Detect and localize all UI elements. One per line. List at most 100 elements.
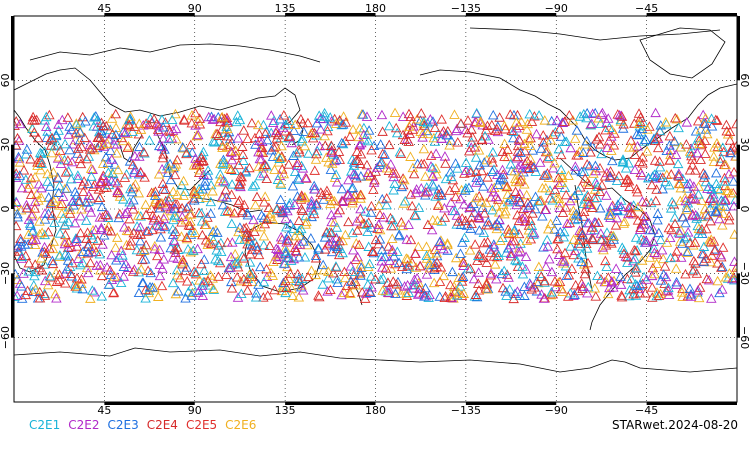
- border-segment: [104, 13, 195, 16]
- triangle-marker: [574, 111, 586, 121]
- triangle-marker: [466, 124, 477, 134]
- triangle-marker: [691, 268, 703, 278]
- triangle-marker: [587, 232, 598, 243]
- triangle-marker: [643, 172, 654, 183]
- triangle-marker: [102, 138, 113, 148]
- triangle-marker: [318, 194, 329, 204]
- triangle-marker: [169, 210, 180, 220]
- triangle-marker: [463, 182, 475, 192]
- triangle-marker: [559, 136, 571, 146]
- triangle-marker: [172, 253, 183, 263]
- triangle-marker: [357, 109, 369, 119]
- triangle-marker: [77, 111, 88, 122]
- triangle-marker: [71, 280, 83, 291]
- triangle-marker: [30, 284, 41, 294]
- triangle-marker: [362, 167, 374, 177]
- triangle-marker: [708, 198, 719, 208]
- triangle-marker: [619, 216, 630, 226]
- triangle-marker: [688, 255, 700, 266]
- triangle-marker: [71, 118, 82, 128]
- triangle-marker: [439, 292, 450, 303]
- triangle-marker: [460, 157, 472, 167]
- bottom-lon-label: −135: [451, 404, 481, 417]
- triangle-marker: [20, 148, 32, 159]
- triangle-marker: [669, 112, 681, 123]
- triangle-marker: [188, 192, 200, 203]
- triangle-marker: [409, 274, 420, 284]
- triangle-marker: [578, 211, 589, 221]
- triangle-marker: [717, 208, 729, 218]
- triangle-marker: [462, 127, 473, 138]
- triangle-marker: [366, 222, 377, 232]
- triangle-marker: [219, 113, 230, 124]
- triangle-marker: [664, 130, 676, 141]
- triangle-marker: [153, 169, 165, 179]
- triangle-marker: [254, 261, 266, 272]
- triangle-marker: [322, 272, 334, 283]
- triangle-marker: [226, 147, 237, 157]
- triangle-marker: [612, 109, 624, 119]
- right-lat-label: 60: [738, 73, 750, 87]
- triangle-marker: [502, 189, 513, 199]
- triangle-marker: [665, 203, 677, 213]
- triangle-marker: [585, 225, 597, 235]
- triangle-marker: [663, 222, 675, 233]
- triangle-marker: [267, 117, 279, 127]
- triangle-marker: [34, 229, 45, 239]
- triangle-marker: [576, 256, 587, 267]
- triangle-marker: [442, 239, 453, 250]
- triangle-marker: [337, 119, 349, 129]
- triangle-marker: [332, 207, 343, 218]
- triangle-marker: [690, 126, 702, 136]
- triangle-marker: [386, 233, 398, 243]
- triangle-marker: [622, 251, 633, 262]
- triangle-marker: [293, 292, 305, 302]
- triangle-marker: [29, 259, 41, 269]
- triangle-marker: [465, 167, 476, 177]
- triangle-marker: [74, 153, 86, 163]
- triangle-marker: [151, 250, 163, 261]
- triangle-marker: [669, 212, 681, 222]
- triangle-marker: [505, 192, 517, 203]
- triangle-marker: [509, 235, 520, 246]
- triangle-marker: [315, 113, 326, 123]
- triangle-marker: [140, 284, 151, 295]
- triangle-marker: [78, 176, 90, 186]
- triangle-marker: [74, 196, 85, 206]
- triangle-marker: [664, 155, 676, 165]
- triangle-marker: [92, 235, 104, 245]
- triangle-marker: [221, 192, 232, 202]
- triangle-marker: [709, 245, 721, 256]
- triangle-marker: [564, 109, 575, 120]
- triangle-marker: [374, 159, 385, 170]
- triangle-marker: [485, 269, 497, 280]
- triangle-marker: [198, 146, 209, 157]
- triangle-marker: [481, 257, 493, 267]
- triangle-marker: [83, 151, 95, 161]
- triangle-marker: [706, 293, 717, 303]
- triangle-marker: [297, 285, 309, 295]
- triangle-marker: [687, 210, 699, 221]
- triangle-marker: [135, 167, 147, 177]
- triangle-marker: [148, 113, 160, 124]
- triangle-marker: [458, 260, 469, 270]
- triangle-marker: [176, 231, 187, 241]
- triangle-marker: [365, 271, 377, 281]
- triangle-marker: [499, 151, 510, 161]
- triangle-marker: [123, 262, 134, 272]
- triangle-marker: [331, 222, 343, 232]
- triangle-marker: [140, 118, 152, 128]
- triangle-marker: [658, 269, 669, 279]
- triangle-marker: [454, 281, 466, 291]
- triangle-marker: [611, 175, 623, 185]
- triangle-marker: [688, 181, 700, 191]
- triangle-marker: [492, 121, 504, 131]
- triangle-marker: [698, 241, 710, 251]
- triangle-marker: [513, 215, 525, 226]
- triangle-marker: [42, 126, 53, 136]
- triangle-marker: [212, 227, 223, 237]
- triangle-marker: [229, 257, 241, 268]
- triangle-marker: [94, 248, 106, 259]
- triangle-marker: [96, 125, 107, 136]
